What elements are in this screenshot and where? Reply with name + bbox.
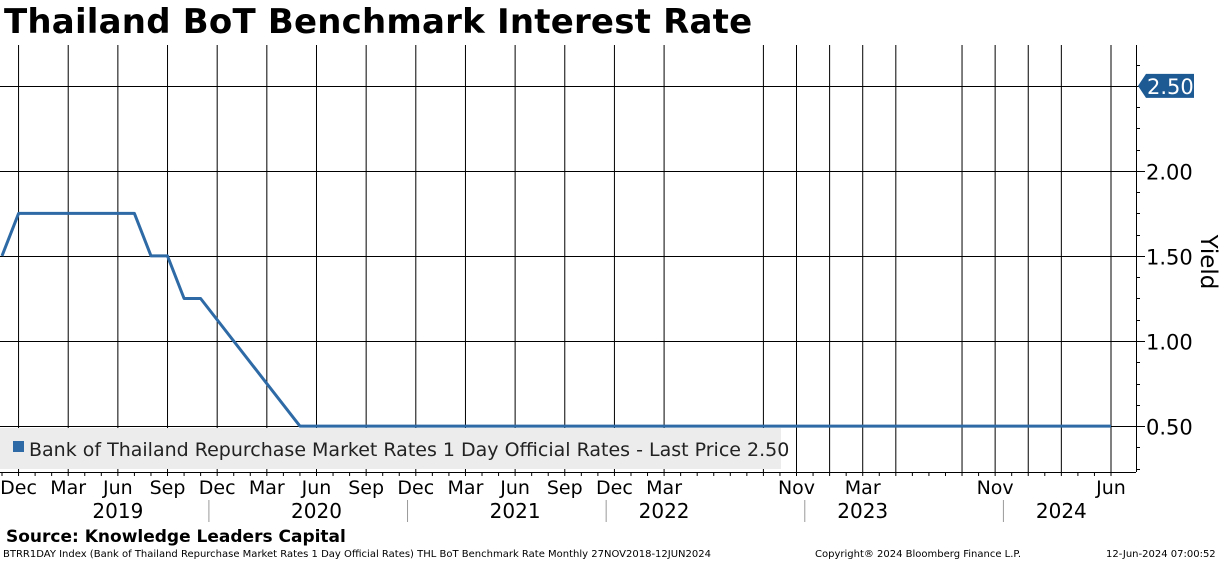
x-month-label: Nov [977, 477, 1014, 499]
x-year-label: 2023 [837, 499, 888, 523]
x-month-label: Mar [646, 477, 682, 499]
x-year-label: 2019 [92, 499, 143, 523]
x-month-label: Dec [596, 477, 633, 499]
x-month-label: Jun [301, 477, 332, 499]
grid [0, 45, 1136, 472]
y-tick-label: 2.00 [1146, 161, 1193, 185]
x-month-label: Jun [102, 477, 133, 499]
x-year-label: 2021 [490, 499, 541, 523]
x-month-label: Dec [0, 477, 37, 499]
series-layer [0, 211, 1111, 428]
x-month-label: Mar [448, 477, 484, 499]
x-axis: Dec Mar Jun Sep Dec Mar Jun Sep Dec Mar Jun Sep Dec M… [0, 472, 1126, 523]
y-tick-label: 1.50 [1146, 246, 1193, 270]
last-price-tag [1138, 73, 1194, 98]
series-line-0 [0, 211, 1111, 428]
x-year-label: 2024 [1036, 499, 1087, 523]
footer-timestamp: 12-Jun-2024 07:00:52 [1106, 549, 1216, 560]
legend-swatch [13, 441, 24, 452]
x-month-label: Sep [348, 477, 384, 499]
y-axis-title: Yield [1195, 234, 1221, 290]
legend-label: Bank of Thailand Repurchase Market Rates… [29, 439, 789, 461]
x-month-label: Nov [778, 477, 815, 499]
source-note: Source: Knowledge Leaders Capital [6, 527, 346, 547]
x-month-label: Sep [547, 477, 583, 499]
x-month-label: Jun [499, 477, 530, 499]
last-price-label: 2.50 [1147, 75, 1194, 99]
x-year-label: 2020 [291, 499, 342, 523]
y-tick-label: 0.50 [1146, 416, 1193, 440]
y-tick-label: 1.00 [1146, 331, 1193, 355]
footer-ticker-description: BTRR1DAY Index (Bank of Thailand Repurch… [3, 549, 711, 560]
x-month-label: Jun [1095, 477, 1126, 499]
x-year-label: 2022 [639, 499, 690, 523]
footer-copyright: Copyright® 2024 Bloomberg Finance L.P. [815, 549, 1022, 560]
x-month-label: Dec [199, 477, 236, 499]
chart-title: Thailand BoT Benchmark Interest Rate [4, 2, 753, 42]
x-month-label: Sep [150, 477, 186, 499]
legend: Bank of Thailand Repurchase Market Rates… [0, 428, 789, 469]
x-month-label: Dec [397, 477, 434, 499]
y-axis: 0.50 1.00 1.50 2.00 2.50 Yield [1136, 65, 1221, 470]
x-month-label: Mar [249, 477, 285, 499]
x-month-label: Mar [845, 477, 881, 499]
plot-frame [0, 45, 1137, 473]
legend-box [0, 428, 781, 469]
x-month-label: Mar [50, 477, 86, 499]
